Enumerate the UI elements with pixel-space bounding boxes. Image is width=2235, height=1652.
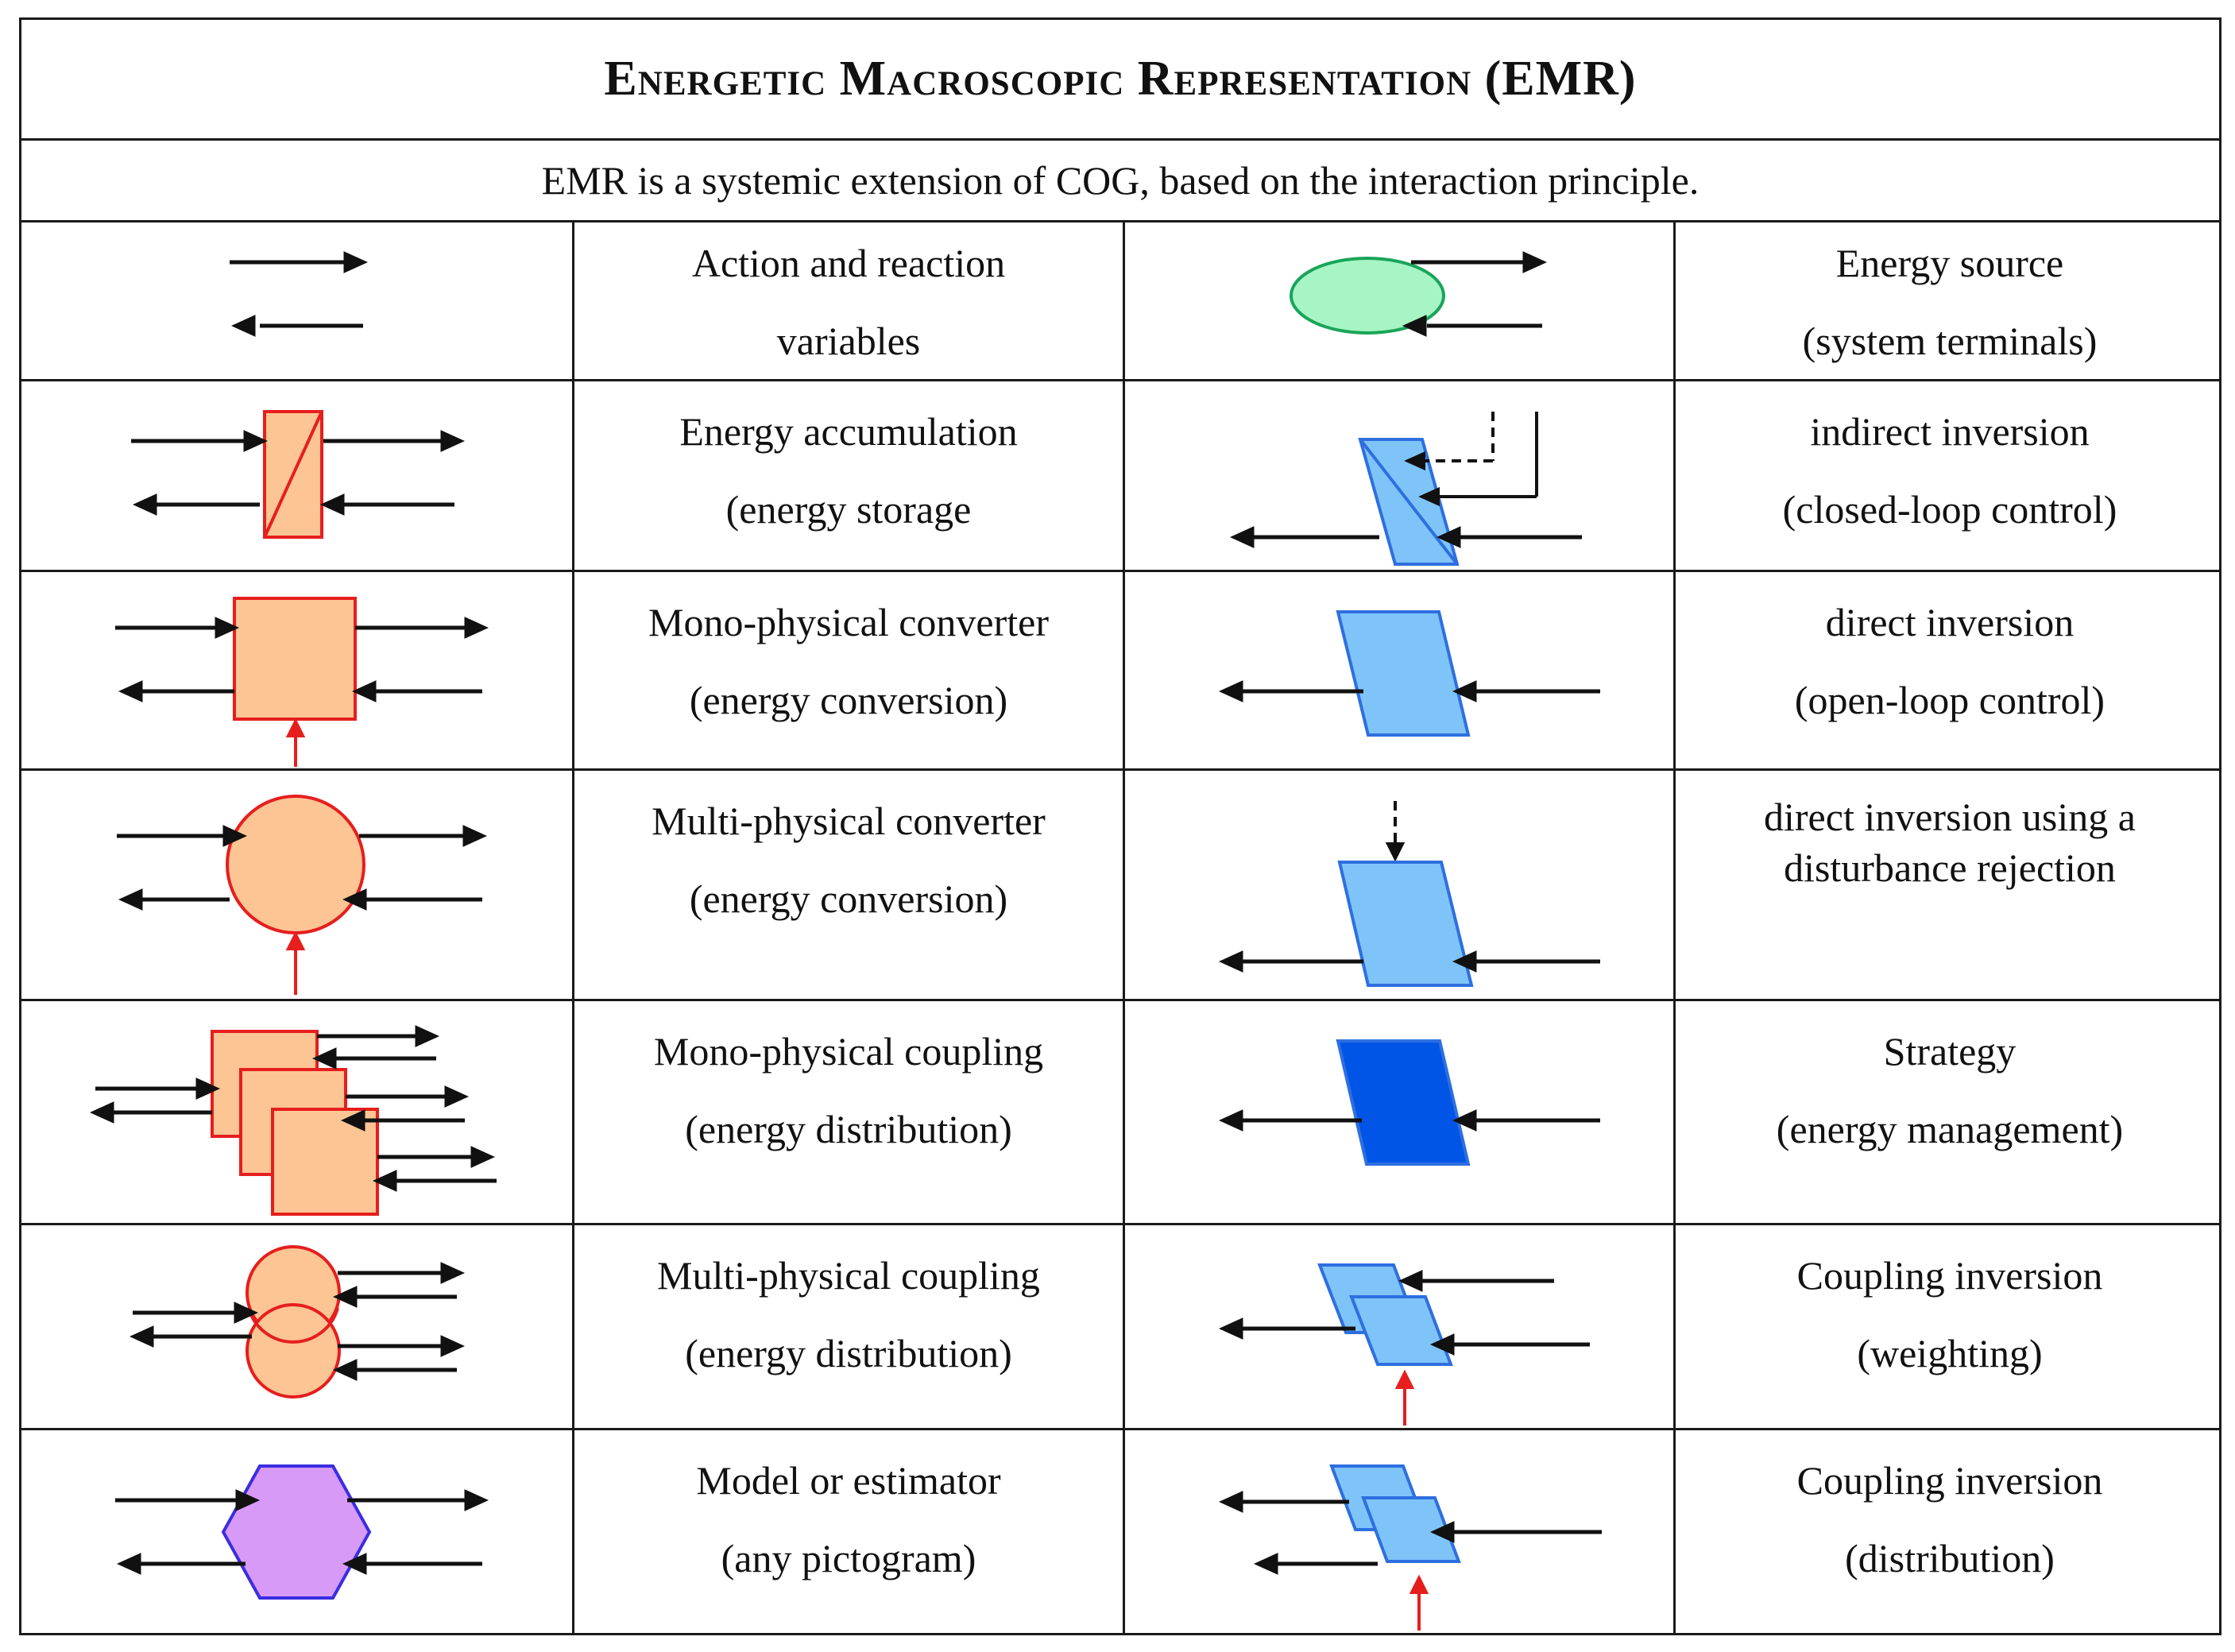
table-row: Mono-physical converter (energy conversi… xyxy=(21,572,2219,771)
model-estimator-hexagon-icon xyxy=(115,1464,489,1600)
coupling-inversion-weighting-icon xyxy=(1218,1263,1590,1426)
symbol-name: Multi-physical coupling xyxy=(657,1253,1040,1298)
column-divider xyxy=(572,222,574,1635)
table-subtitle: EMR is a systemic extension of COG, base… xyxy=(541,158,1699,203)
table-row: Multi-physical converter (energy convers… xyxy=(21,771,2219,1001)
table-cell-label: Energy source (system terminals) xyxy=(1676,222,2224,380)
table-cell-label: Strategy (energy management) xyxy=(1676,1001,2224,1168)
symbol-name: Multi-physical converter xyxy=(652,799,1046,843)
symbol-description: (any pictogram) xyxy=(721,1536,976,1580)
energy-accumulation-rectangle-icon xyxy=(131,410,466,539)
symbol-name: Coupling inversion xyxy=(1796,1458,2103,1503)
column-divider xyxy=(1123,222,1125,1635)
column-divider xyxy=(1673,222,1676,1635)
symbol-description: (distribution) xyxy=(1845,1536,2055,1580)
multi-physical-converter-circle-icon xyxy=(117,795,488,995)
symbol-name: Action and reaction xyxy=(691,241,1006,285)
direct-inversion-parallelogram-icon xyxy=(1218,610,1600,737)
table-row: Multi-physical coupling (energy distribu… xyxy=(21,1225,2219,1430)
table-cell-label: Multi-physical converter (energy convers… xyxy=(574,771,1123,938)
symbol-name: indirect inversion xyxy=(1810,409,2090,454)
symbol-description: (energy distribution) xyxy=(685,1331,1012,1375)
table-cell-label: Action and reaction variables xyxy=(574,222,1123,380)
table-row: Model or estimator (any pictogram) Coupl… xyxy=(21,1430,2219,1635)
symbol-name: Model or estimator xyxy=(696,1458,1001,1503)
symbol-description: (energy distribution) xyxy=(685,1107,1012,1151)
table-cell-label: Mono-physical converter (energy conversi… xyxy=(574,572,1123,739)
symbol-name: direct inversion xyxy=(1825,600,2075,644)
symbol-name: Energy source xyxy=(1835,241,2064,285)
symbol-name: Coupling inversion xyxy=(1796,1253,2103,1298)
multi-physical-coupling-circles-icon xyxy=(129,1245,466,1399)
symbol-description: (system terminals) xyxy=(1802,319,2098,363)
disturbance-rejection-parallelogram-icon xyxy=(1218,801,1600,987)
mono-physical-coupling-squares-icon xyxy=(89,1025,497,1216)
symbol-description: (energy conversion) xyxy=(689,876,1008,921)
symbol-name: Mono-physical converter xyxy=(648,600,1049,644)
symbol-description: variables xyxy=(776,319,921,363)
table-row: Action and reaction variables Energy sou… xyxy=(21,222,2219,381)
action-reaction-arrows-icon xyxy=(230,251,369,337)
table-cell-label: direct inversion using a disturbance rej… xyxy=(1676,771,2224,893)
title-row: Energetic Macroscopic Representation (EM… xyxy=(21,20,2219,141)
symbol-description: (energy storage xyxy=(725,487,972,532)
symbol-description: (open-loop control) xyxy=(1794,678,2105,722)
symbol-description: (energy management) xyxy=(1776,1107,2124,1151)
energy-source-ellipse-icon xyxy=(1290,251,1548,337)
table-cell-label: Energy accumulation (energy storage xyxy=(574,381,1123,548)
table-cell-label: Coupling inversion (weighting) xyxy=(1676,1225,2224,1392)
table-cell-label: Mono-physical coupling (energy distribut… xyxy=(574,1001,1123,1168)
subtitle-row: EMR is a systemic extension of COG, base… xyxy=(21,141,2219,222)
table-row: Mono-physical coupling (energy distribut… xyxy=(21,1001,2219,1225)
emr-table: Energetic Macroscopic Representation (EM… xyxy=(19,17,2221,1635)
table-cell-label: Multi-physical coupling (energy distribu… xyxy=(574,1225,1123,1392)
mono-physical-converter-square-icon xyxy=(115,597,489,767)
symbol-description: disturbance rejection xyxy=(1784,845,2116,890)
coupling-inversion-distribution-icon xyxy=(1218,1464,1602,1631)
symbol-name: Mono-physical coupling xyxy=(653,1029,1044,1074)
table-title: Energetic Macroscopic Representation (EM… xyxy=(604,52,1637,106)
table-cell-label: Coupling inversion (distribution) xyxy=(1676,1430,2224,1597)
table-cell-label: Model or estimator (any pictogram) xyxy=(574,1430,1123,1597)
symbol-name: Energy accumulation xyxy=(679,409,1018,454)
symbol-description: (closed-loop control) xyxy=(1782,487,2117,532)
symbol-name: direct inversion using a xyxy=(1764,795,2136,839)
symbol-name: Strategy xyxy=(1883,1029,2017,1074)
strategy-parallelogram-icon xyxy=(1218,1039,1600,1166)
indirect-inversion-parallelogram-icon xyxy=(1229,412,1582,566)
symbol-grid: Action and reaction variables Energy sou… xyxy=(21,222,2219,1635)
table-row: Energy accumulation (energy storage xyxy=(21,381,2219,572)
symbol-description: (energy conversion) xyxy=(689,678,1008,722)
table-cell-label: indirect inversion (closed-loop control) xyxy=(1676,381,2224,548)
symbol-description: (weighting) xyxy=(1857,1331,2043,1375)
table-cell-label: direct inversion (open-loop control) xyxy=(1676,572,2224,739)
